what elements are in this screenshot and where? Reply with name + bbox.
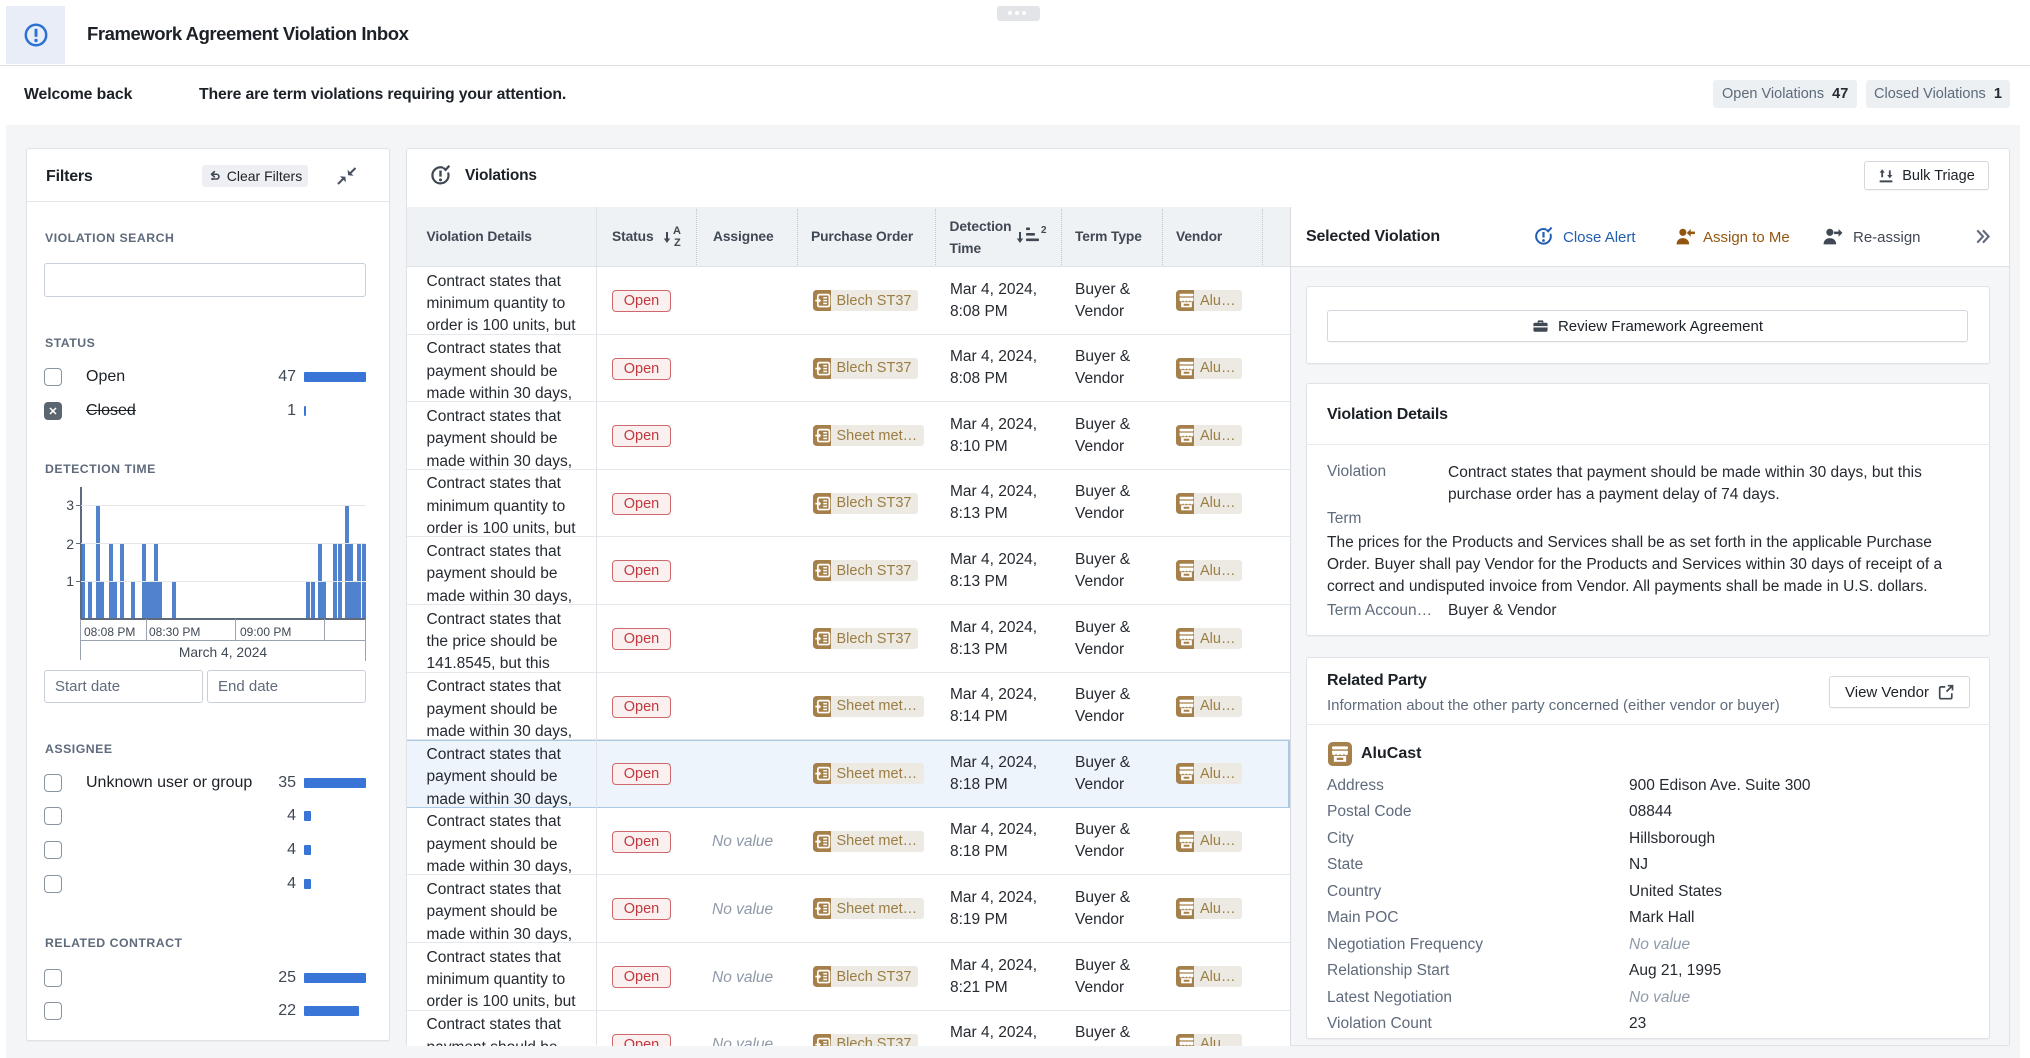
svg-text:2: 2 — [1041, 225, 1047, 236]
svg-text:Z: Z — [674, 237, 681, 249]
svg-text:A: A — [673, 225, 681, 237]
